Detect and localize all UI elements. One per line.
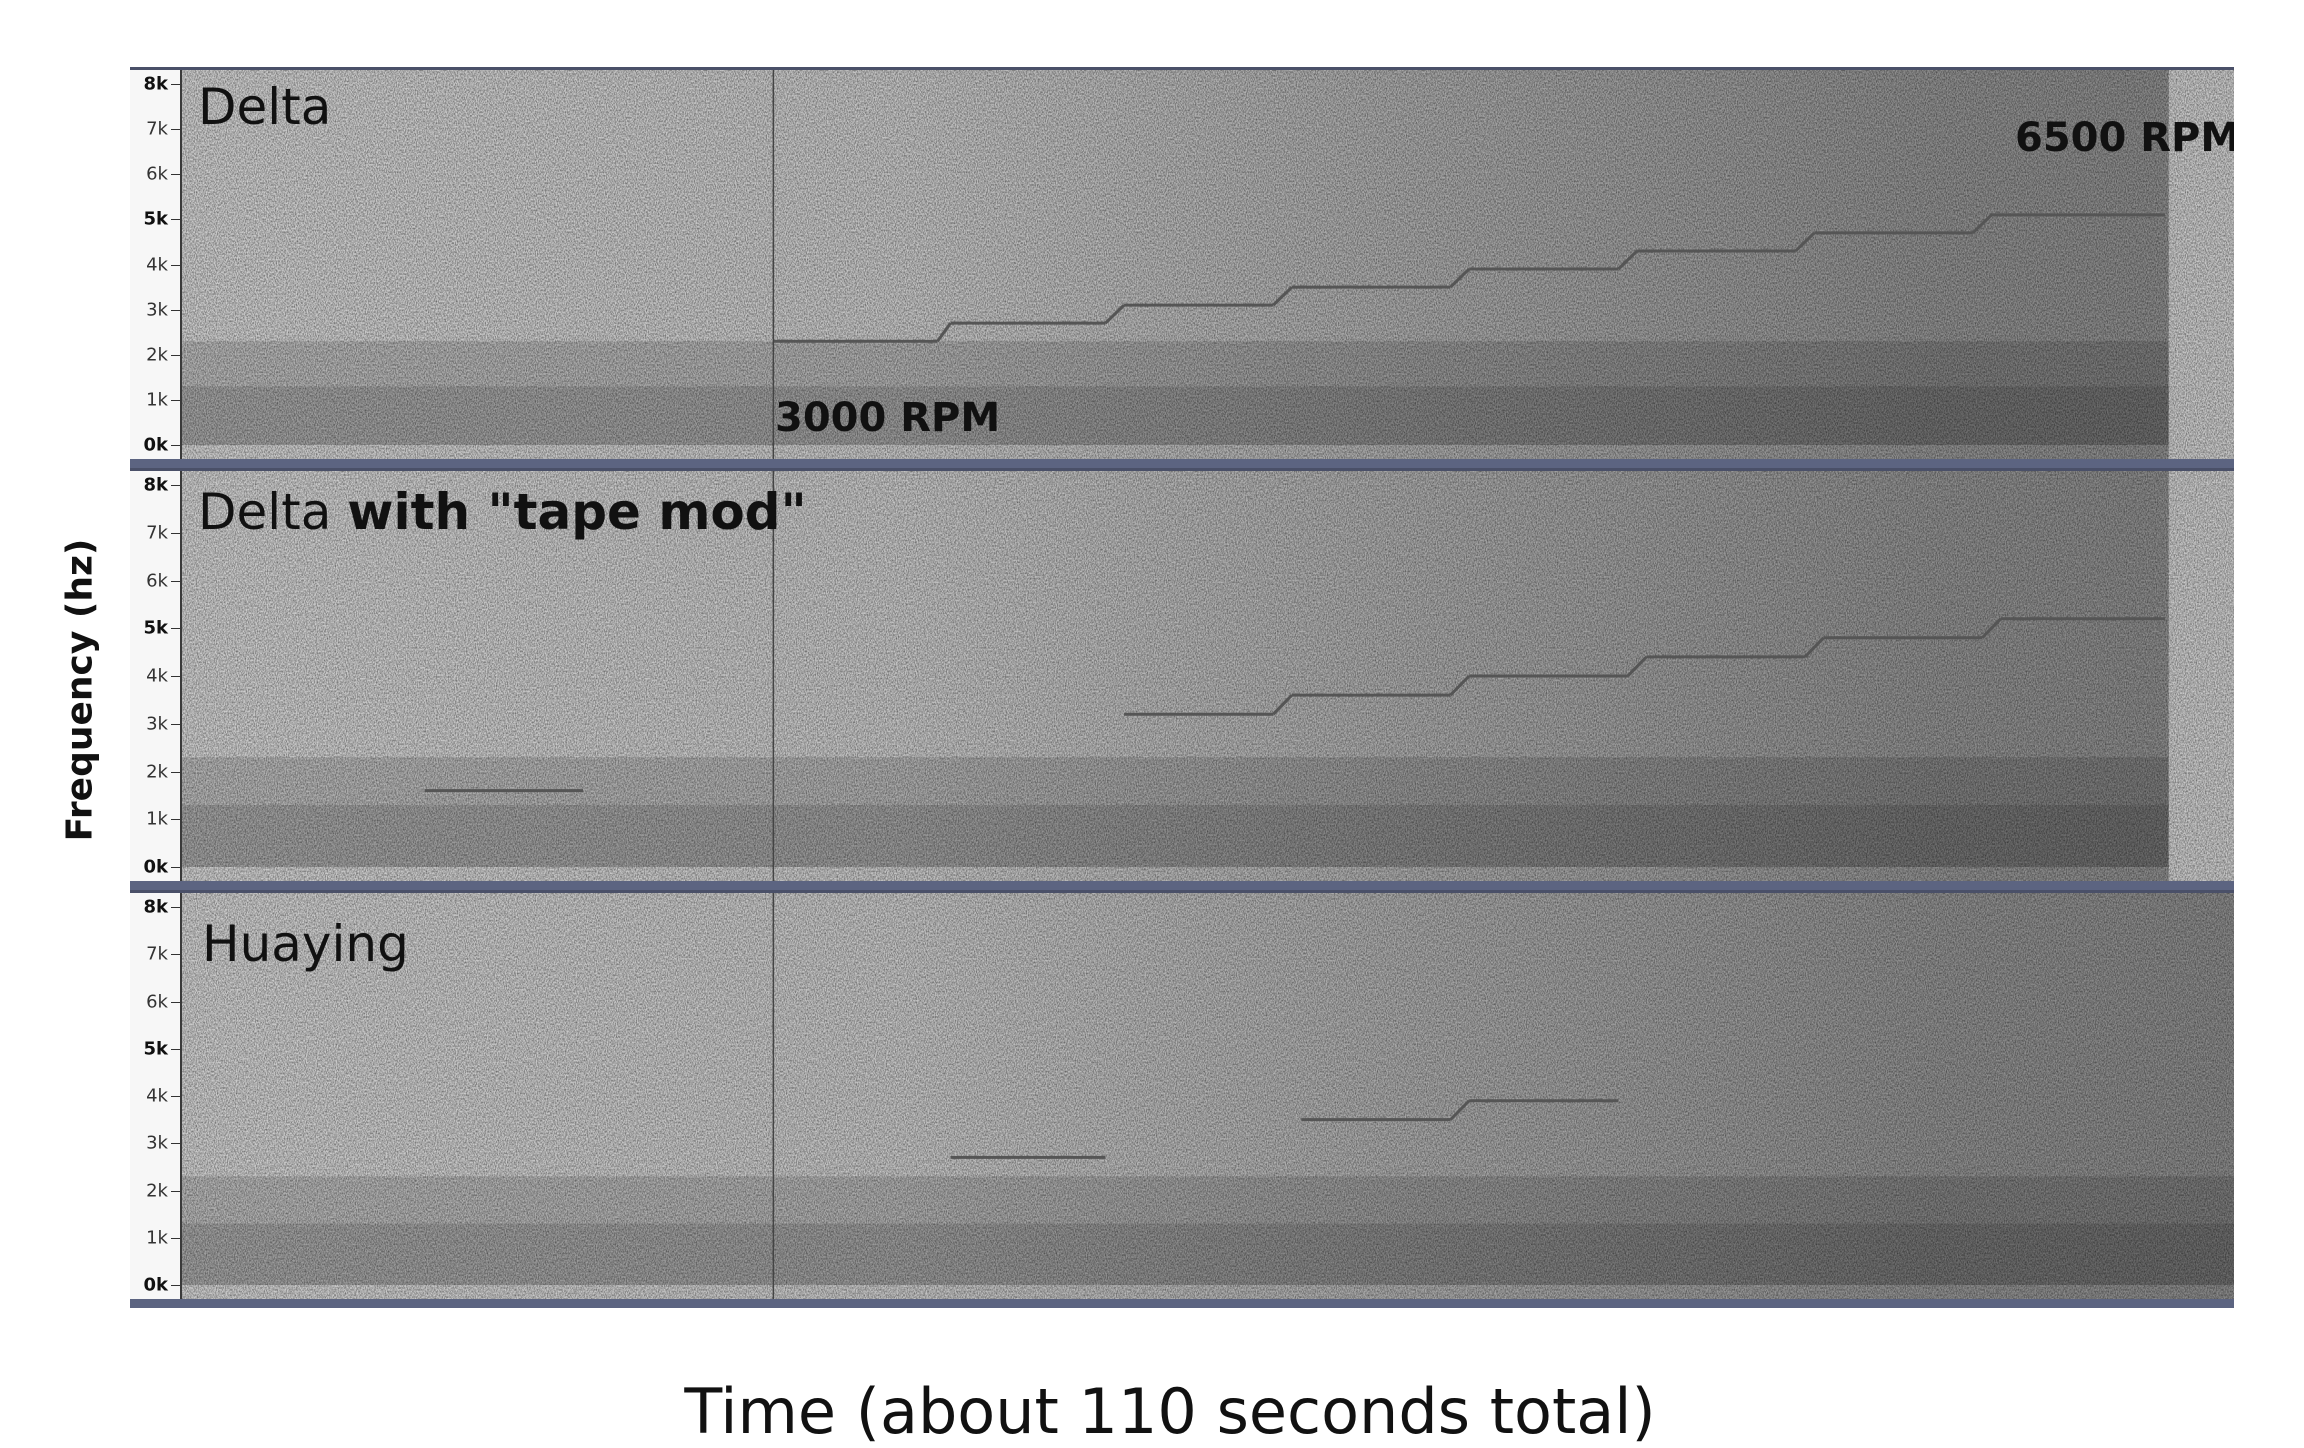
y-tick-label: 7k [146, 943, 168, 965]
y-tick-mark [171, 580, 180, 582]
y-tick-label: 1k [146, 808, 168, 830]
y-tick-label: 5k [143, 208, 169, 230]
y-tick-label: 4k [146, 665, 168, 687]
y-tick-label: 8k [143, 73, 169, 95]
tone-ramp [1803, 636, 1825, 658]
spectrogram-noise [182, 70, 2234, 459]
y-tick-mark [171, 309, 180, 311]
tone-ramp [1272, 285, 1293, 307]
y-tick-label: 2k [146, 761, 168, 782]
spectrogram-noise [182, 471, 2234, 881]
panel-divider [130, 881, 2234, 890]
tone-ramp [1794, 231, 1816, 253]
y-tick-mark [171, 129, 180, 131]
y-tick-label: 0k [143, 434, 169, 456]
y-tick-label: 3k [146, 299, 168, 321]
tone-ramp [1449, 674, 1471, 697]
tone-ramp [1449, 1099, 1471, 1121]
y-tick-mark [171, 1143, 180, 1145]
y-tick-mark [171, 219, 180, 221]
y-tick-mark [171, 819, 180, 821]
y-tick-mark [171, 1096, 180, 1097]
y-tick-mark [171, 1285, 180, 1286]
y-tick-mark [171, 354, 180, 356]
spectrogram-noise [182, 893, 2234, 1299]
frequency-axis: 0k 1k 2k 3k 4k 5k 6k 7k 8k [130, 893, 182, 1302]
y-tick-mark [171, 907, 180, 908]
y-tick-mark [171, 628, 180, 630]
annotation-6500-rpm: 6500 RPM [2015, 115, 2234, 161]
tone-ramp [1626, 655, 1648, 678]
panel-title-regular: Delta [198, 78, 332, 136]
panel-divider [130, 459, 2234, 468]
y-tick-label: 1k [146, 389, 168, 411]
panel-title-regular: Delta [198, 483, 348, 541]
tone-ramp [936, 322, 952, 343]
y-tick-label: 6k [146, 570, 168, 591]
y-tick-label: 6k [146, 991, 168, 1012]
tone-ramp [1981, 617, 2002, 639]
spectrogram-image [182, 471, 2234, 881]
frequency-axis: 0k 1k 2k 3k 4k 5k 6k 7k 8k [130, 471, 182, 884]
spectrogram-image [182, 70, 2234, 459]
spectrogram-plot-area [182, 893, 2234, 1302]
y-tick-label: 6k [146, 163, 168, 185]
annotation-3000-rpm: 3000 RPM [775, 395, 1001, 441]
spectrogram-panel-delta-tape-mod: 0k 1k 2k 3k 4k 5k 6k 7k 8k Delta with "tape mod" [130, 468, 2234, 884]
y-tick-label: 2k [146, 344, 168, 366]
y-tick-label: 8k [143, 474, 169, 496]
y-tick-label: 2k [146, 1180, 168, 1201]
y-tick-label: 0k [143, 856, 169, 878]
y-tick-label: 7k [146, 118, 168, 140]
y-tick-mark [171, 867, 180, 868]
y-tick-mark [171, 1048, 180, 1050]
x-axis-label: Time (about 110 seconds total) [684, 1375, 1656, 1448]
panel-title: Delta with "tape mod" [198, 483, 807, 541]
y-tick-label: 4k [146, 254, 168, 275]
spectrogram-plot-area [182, 471, 2234, 884]
panel-title: Huaying [202, 915, 409, 973]
y-tick-label: 0k [143, 1274, 169, 1296]
tone-ramp [1449, 267, 1471, 289]
y-tick-mark [171, 1190, 180, 1192]
y-tick-mark [171, 723, 180, 725]
panel-title-bold: with "tape mod" [347, 483, 807, 541]
y-tick-mark [171, 399, 180, 401]
y-tick-label: 5k [143, 617, 169, 639]
y-tick-mark [171, 954, 180, 956]
y-tick-mark [171, 676, 180, 677]
y-tick-mark [171, 445, 180, 446]
y-tick-mark [171, 485, 180, 486]
y-tick-mark [171, 84, 180, 85]
panel-title-regular: Huaying [202, 915, 409, 973]
y-tick-mark [171, 1237, 180, 1239]
panel-title: Delta [198, 78, 331, 136]
tone-ramp [1971, 213, 1993, 234]
spectrogram-plot-area [182, 70, 2234, 462]
tone-ramp [1104, 304, 1126, 325]
y-tick-label: 3k [146, 713, 168, 735]
y-tick-mark [171, 174, 180, 176]
y-tick-label: 5k [143, 1038, 169, 1060]
y-tick-label: 1k [146, 1227, 168, 1249]
y-axis-label: Frequency (hz) [59, 538, 101, 842]
y-tick-mark [171, 532, 180, 534]
y-tick-label: 8k [143, 896, 169, 918]
y-tick-mark [171, 1001, 180, 1003]
tone-ramp [1272, 694, 1294, 716]
spectrogram-image [182, 893, 2234, 1299]
y-tick-mark [171, 771, 180, 773]
panel-divider [130, 1299, 2234, 1308]
spectrogram-panel-delta: 0k 1k 2k 3k 4k 5k 6k 7k 8k Delta 3000 RPM 6500 R… [130, 67, 2234, 462]
y-tick-label: 3k [146, 1132, 168, 1154]
frequency-axis: 0k 1k 2k 3k 4k 5k 6k 7k 8k [130, 70, 182, 462]
spectrogram-panel-huaying: 0k 1k 2k 3k 4k 5k 6k 7k 8k Huaying [130, 890, 2234, 1302]
tone-ramp [1617, 249, 1639, 271]
y-tick-mark [171, 264, 180, 266]
y-tick-label: 7k [146, 522, 168, 544]
y-tick-label: 4k [146, 1085, 168, 1107]
